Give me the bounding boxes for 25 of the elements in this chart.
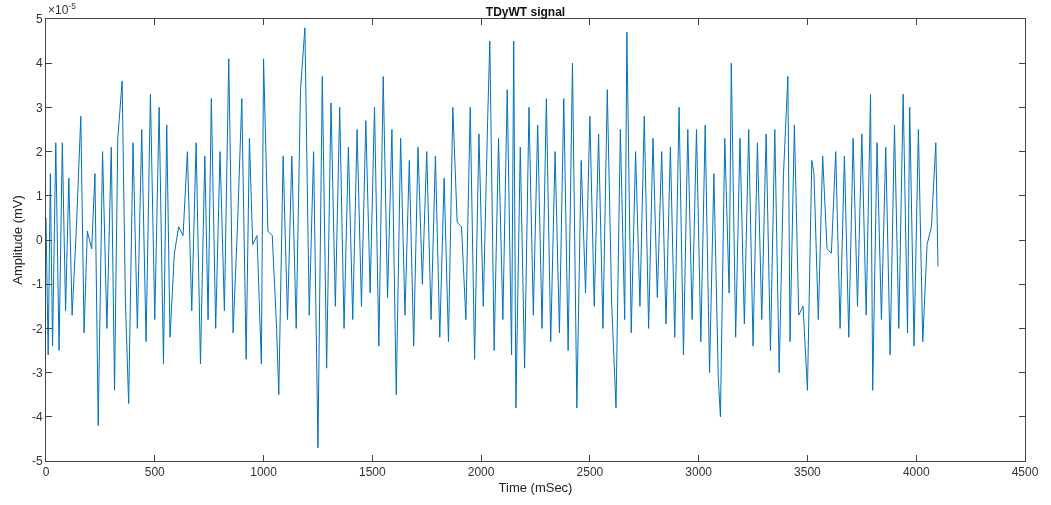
y-tick-label: 0 (35, 233, 43, 248)
line-series (46, 27, 939, 449)
chart-title: TDyWT signal (485, 4, 566, 19)
y-tick-label: -5 (31, 454, 43, 469)
x-axis-title: Time (mSec) (498, 480, 573, 495)
y-axis-title: Amplitude (mV) (9, 195, 25, 285)
y-tick-label: -2 (31, 321, 43, 336)
x-tick-label: 1500 (358, 465, 386, 480)
y-tick-label: 1 (35, 189, 43, 203)
x-tick-label: 500 (144, 465, 166, 480)
y-tick-label: 3 (35, 100, 43, 115)
x-tick-label: 2000 (467, 465, 495, 480)
x-tick-label: 4500 (1011, 465, 1039, 480)
x-tick-label: 3500 (794, 465, 822, 480)
y-tick-label: 5 (35, 12, 43, 27)
y-tick-label: 2 (35, 144, 43, 159)
x-tick-label: 1000 (250, 465, 278, 480)
text: ×10$^{-5}$ (48, 1, 77, 18)
y-tick-label: -3 (31, 365, 43, 380)
y-tick-label: 4 (35, 56, 43, 71)
y-tick-label: -1 (31, 277, 43, 292)
x-tick-label: 2500 (576, 465, 604, 480)
y-tick-label: -4 (31, 410, 43, 424)
x-tick-label: 3000 (685, 465, 713, 480)
x-tick-label: 4000 (902, 465, 930, 480)
